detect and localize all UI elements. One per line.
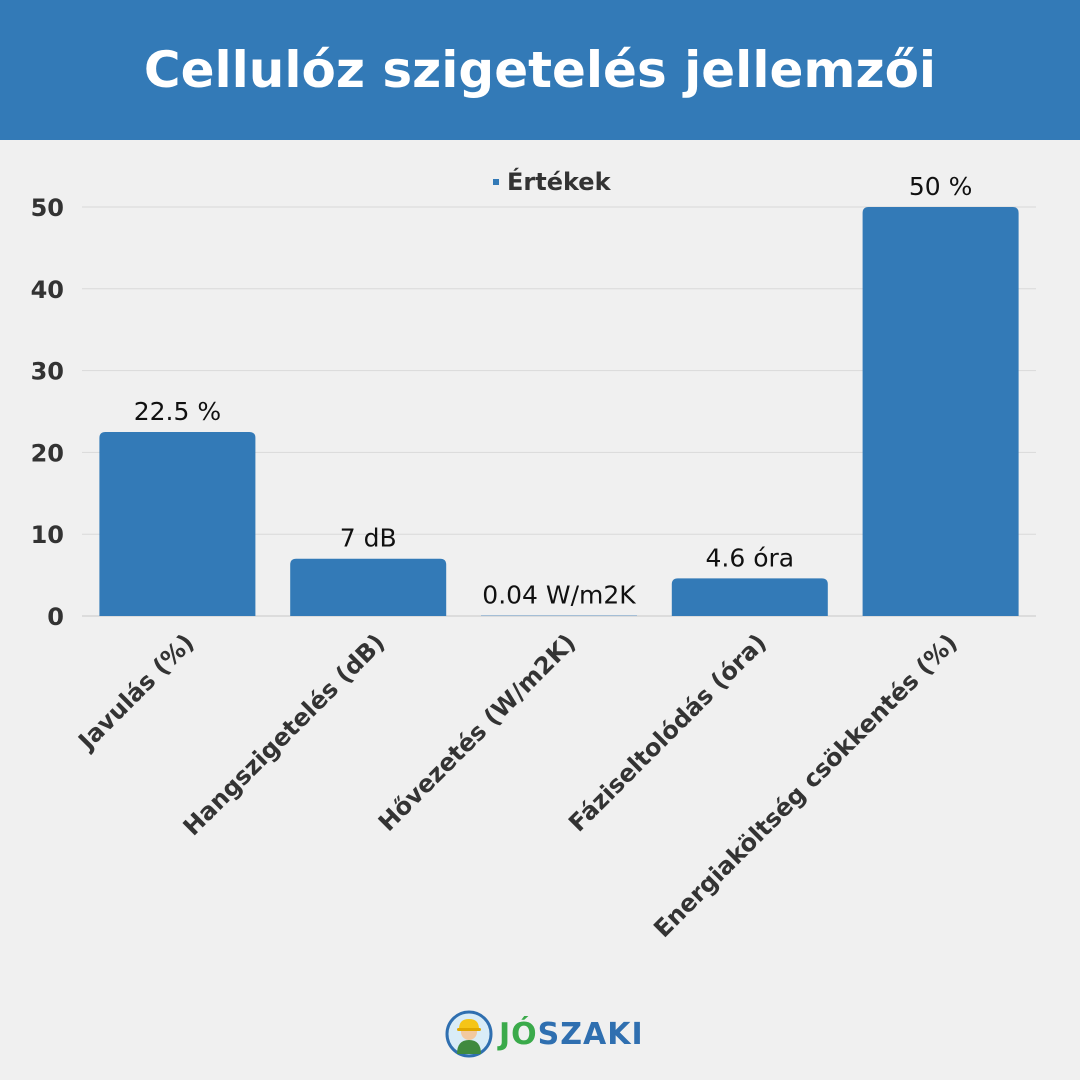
x-tick-label: Fáziseltolódás (óra) <box>563 628 772 837</box>
data-label: 4.6 óra <box>705 543 794 572</box>
y-tick-label: 0 <box>47 603 64 631</box>
brand-name: JÓSZAKI <box>499 1017 644 1052</box>
data-label: 50 % <box>909 172 973 201</box>
y-tick-label: 40 <box>31 276 64 304</box>
y-tick-label: 10 <box>31 521 64 549</box>
data-label: 0.04 W/m2K <box>482 581 636 610</box>
chart-area: 0 10 20 30 40 50 Értékek 22.5 % Javulás (%) 7 dB H… <box>0 140 1080 1000</box>
y-tick-label: 20 <box>31 439 64 467</box>
bar <box>290 558 447 616</box>
y-tick-label: 30 <box>31 358 64 386</box>
bar <box>671 578 828 616</box>
brand-logo: JÓSZAKI <box>445 1008 644 1060</box>
legend-swatch <box>493 179 499 185</box>
worker-mascot-icon <box>445 1010 493 1058</box>
x-tick-label: Energiaköltség csökkentés (%) <box>648 628 963 943</box>
bar <box>862 207 1019 616</box>
bar-chart: 0 10 20 30 40 50 Értékek 22.5 % Javulás (%) 7 dB H… <box>31 167 1036 943</box>
title-banner: Cellulóz szigetelés jellemzői <box>0 0 1080 140</box>
data-label: 7 dB <box>340 524 397 553</box>
y-tick-label: 50 <box>31 194 64 222</box>
x-tick-label: Javulás (%) <box>72 628 200 756</box>
brand-name-szaki: SZAKI <box>537 1016 644 1052</box>
brand-name-jo: JÓ <box>499 1016 538 1052</box>
legend-label: Értékek <box>507 167 612 196</box>
bar <box>99 431 256 616</box>
data-label: 22.5 % <box>134 397 221 426</box>
x-tick-label: Hővezetés (W/m2K) <box>373 628 581 836</box>
x-tick-label: Hangszigetelés (dB) <box>178 628 391 841</box>
page-title: Cellulóz szigetelés jellemzői <box>143 41 937 99</box>
